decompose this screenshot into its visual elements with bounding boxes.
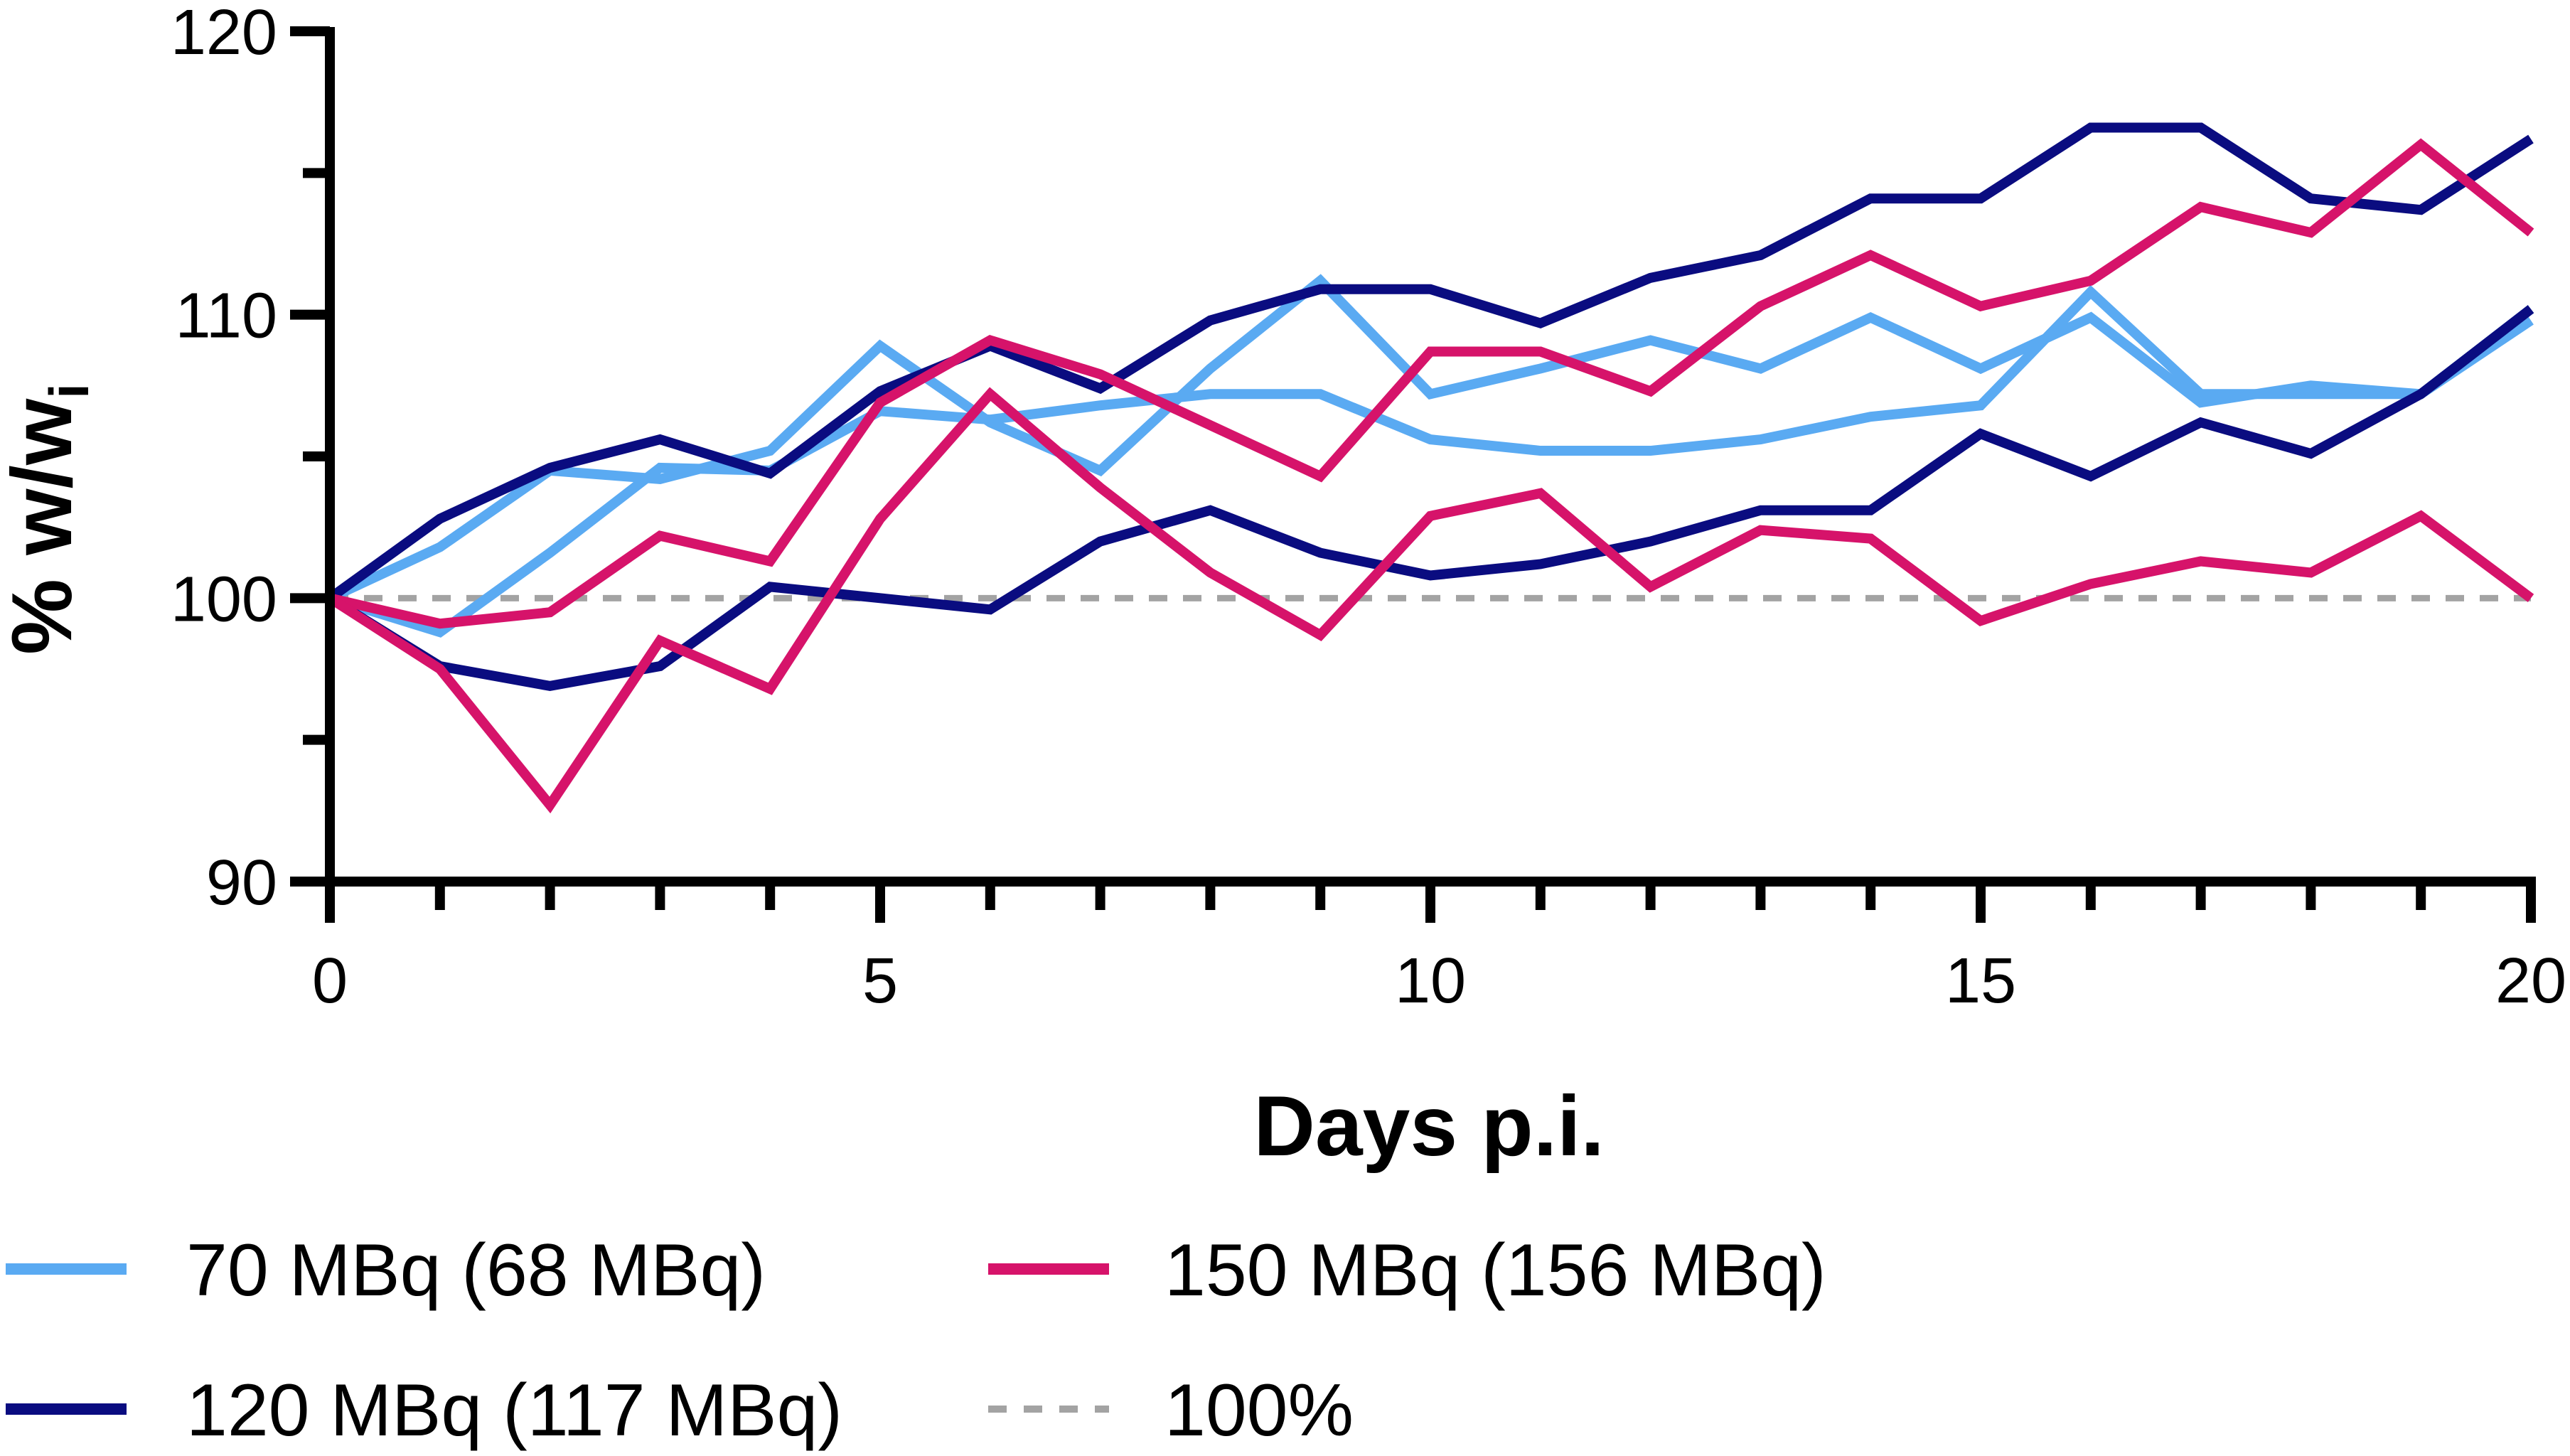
- series-line-3: [326, 122, 2534, 603]
- series-layer: [326, 122, 2534, 814]
- y-axis-title-main: % w/w: [0, 398, 90, 655]
- y-tick-label-100: 100: [171, 564, 277, 635]
- legend-label-3: 120 MBq (117 MBq): [186, 1369, 842, 1452]
- y-axis-title: % w/wi: [0, 383, 100, 655]
- x-tick-label-15: 15: [1945, 946, 2016, 1017]
- x-axis-title: Days p.i.: [1253, 1078, 1605, 1174]
- series-line-5: [328, 138, 2534, 629]
- series-line-4: [327, 305, 2534, 692]
- x-tick-label-5: 5: [862, 946, 898, 1017]
- y-tick-label-90: 90: [206, 847, 277, 919]
- legend-label-2: 150 MBq (156 MBq): [1164, 1229, 1826, 1312]
- x-tick-label-0: 0: [312, 946, 348, 1017]
- y-tick-label-110: 110: [176, 281, 277, 352]
- svg-text:% w/wi: % w/wi: [0, 383, 100, 655]
- labels-layer: % w/wi Days p.i.: [0, 383, 1605, 1174]
- axes-layer: 90 100 110 120 0 5 10 15 20: [171, 0, 2566, 1017]
- series-line-2: [328, 284, 2534, 638]
- x-tick-label-20: 20: [2495, 946, 2566, 1017]
- legend-label-4: 100%: [1164, 1369, 1354, 1452]
- legend-label-1: 70 MBq (68 MBq): [186, 1229, 766, 1312]
- x-tick-label-10: 10: [1395, 946, 1466, 1017]
- y-tick-label-120: 120: [171, 0, 277, 68]
- series-line-6: [327, 387, 2534, 814]
- y-axis-title-subscript: i: [38, 383, 100, 399]
- legend: 70 MBq (68 MBq) 150 MBq (156 MBq) 120 MBq …: [6, 1229, 1826, 1452]
